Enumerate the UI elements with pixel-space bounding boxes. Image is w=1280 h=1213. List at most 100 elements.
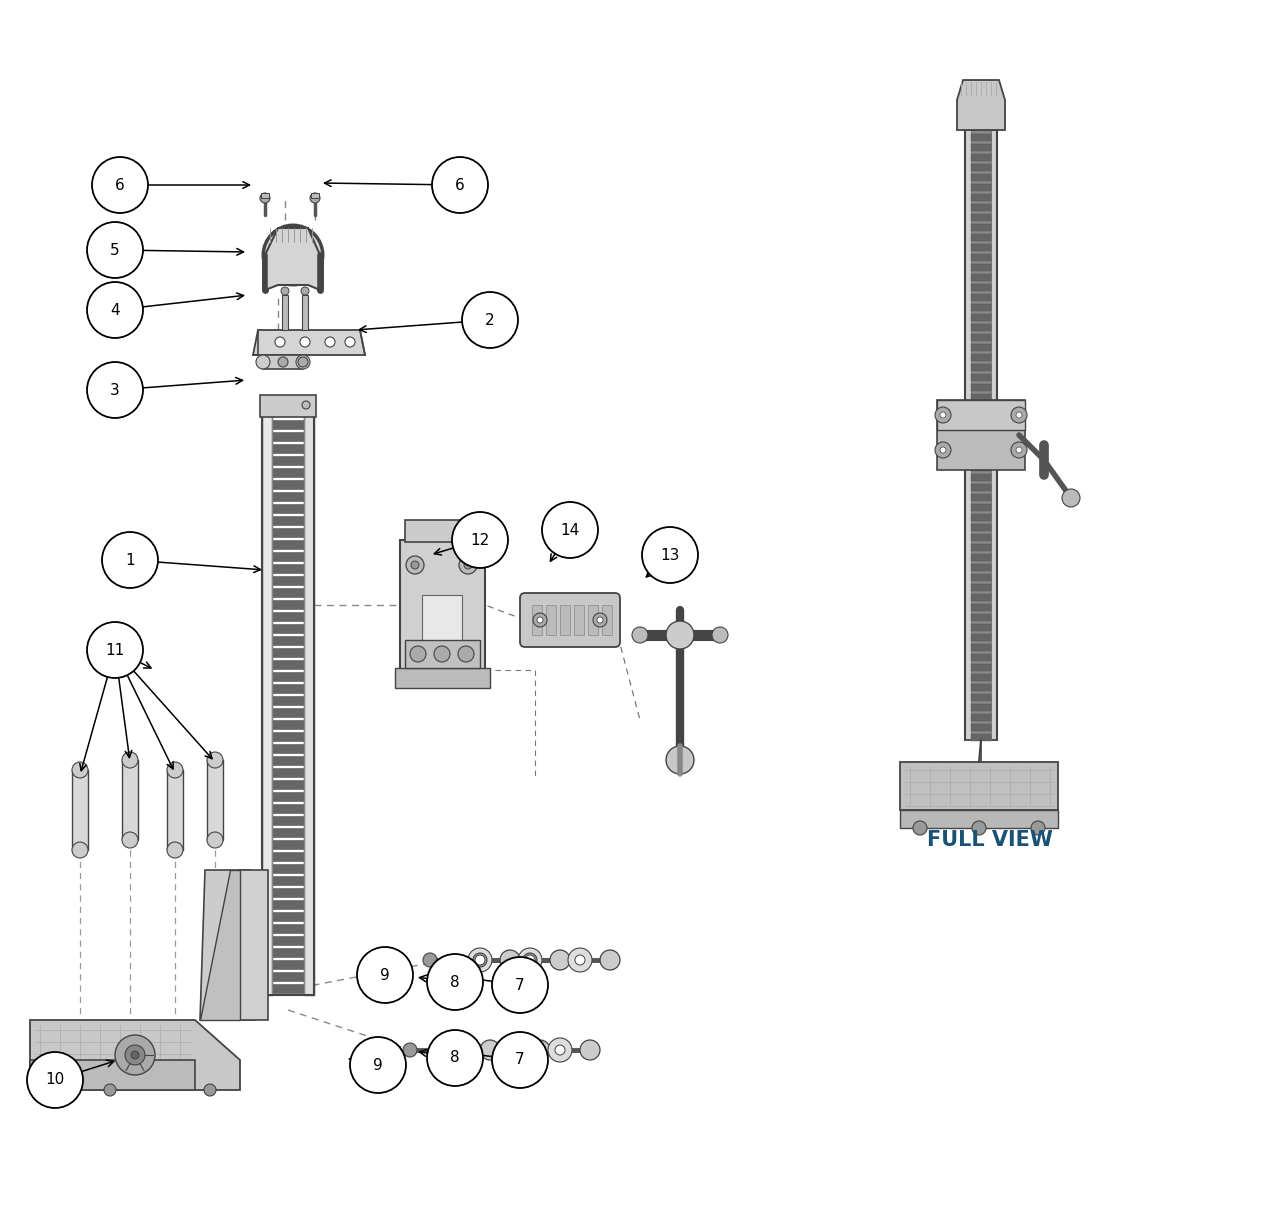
Bar xyxy=(273,936,305,945)
Bar xyxy=(972,494,991,501)
Bar xyxy=(273,828,305,837)
Circle shape xyxy=(492,957,548,1013)
Text: 2: 2 xyxy=(485,313,495,328)
Circle shape xyxy=(346,337,355,347)
Bar xyxy=(273,780,305,788)
Bar xyxy=(273,708,305,717)
Circle shape xyxy=(448,1038,472,1063)
Bar xyxy=(273,756,305,765)
Bar xyxy=(972,704,991,711)
Circle shape xyxy=(575,955,585,966)
Circle shape xyxy=(934,442,951,459)
Circle shape xyxy=(568,949,593,972)
Circle shape xyxy=(428,1030,483,1086)
Bar xyxy=(305,415,314,995)
Bar xyxy=(972,425,991,431)
Bar xyxy=(972,144,991,150)
Bar xyxy=(404,520,480,542)
Bar xyxy=(972,213,991,221)
Bar xyxy=(972,503,991,511)
Bar xyxy=(273,684,305,693)
Bar xyxy=(588,605,598,634)
Bar xyxy=(273,839,305,849)
Bar xyxy=(282,295,288,330)
Bar xyxy=(273,492,305,501)
Circle shape xyxy=(548,1038,572,1063)
Circle shape xyxy=(300,337,310,347)
Circle shape xyxy=(530,1040,550,1060)
Circle shape xyxy=(422,953,436,967)
Circle shape xyxy=(87,281,143,338)
Bar xyxy=(302,295,308,330)
Bar xyxy=(273,864,305,873)
Bar xyxy=(972,534,991,541)
Bar xyxy=(972,554,991,560)
Circle shape xyxy=(310,193,320,203)
Bar xyxy=(972,173,991,181)
Bar xyxy=(972,385,991,391)
Circle shape xyxy=(556,1046,564,1055)
Circle shape xyxy=(550,950,570,970)
Polygon shape xyxy=(200,870,255,1020)
FancyBboxPatch shape xyxy=(520,593,620,647)
Bar xyxy=(972,684,991,691)
Circle shape xyxy=(593,613,607,627)
Circle shape xyxy=(204,1084,216,1097)
Circle shape xyxy=(357,947,413,1003)
Bar xyxy=(532,605,541,634)
Bar xyxy=(972,444,991,451)
Circle shape xyxy=(532,613,547,627)
Bar xyxy=(273,876,305,885)
Text: 6: 6 xyxy=(456,177,465,193)
Circle shape xyxy=(166,842,183,858)
Circle shape xyxy=(296,355,310,369)
Bar xyxy=(972,394,991,402)
Circle shape xyxy=(104,1084,116,1097)
Bar xyxy=(273,696,305,705)
Bar xyxy=(273,564,305,573)
Bar xyxy=(972,294,991,301)
Bar xyxy=(273,912,305,921)
Bar xyxy=(260,395,316,417)
Circle shape xyxy=(1030,821,1044,835)
Bar xyxy=(273,888,305,896)
Bar xyxy=(273,852,305,861)
Bar xyxy=(972,644,991,651)
Text: 4: 4 xyxy=(110,302,120,318)
Bar xyxy=(972,514,991,522)
Circle shape xyxy=(596,617,603,623)
Bar xyxy=(273,576,305,585)
Circle shape xyxy=(498,1038,522,1063)
Circle shape xyxy=(453,1043,467,1057)
Bar xyxy=(972,374,991,381)
Bar xyxy=(273,949,305,957)
Bar xyxy=(273,480,305,489)
Bar xyxy=(900,762,1059,810)
Bar xyxy=(122,761,138,839)
Circle shape xyxy=(506,1046,515,1055)
Text: 1: 1 xyxy=(125,552,134,568)
Bar xyxy=(261,193,269,198)
Bar xyxy=(273,503,305,513)
Bar xyxy=(972,614,991,621)
Circle shape xyxy=(1062,489,1080,507)
Bar xyxy=(207,761,223,839)
Text: 3: 3 xyxy=(110,382,120,398)
Bar xyxy=(29,1060,195,1090)
Circle shape xyxy=(465,560,472,569)
Circle shape xyxy=(131,1050,140,1059)
Bar xyxy=(602,605,612,634)
Bar xyxy=(401,540,485,670)
Bar xyxy=(972,604,991,611)
Text: FULL VIEW: FULL VIEW xyxy=(927,830,1053,850)
Circle shape xyxy=(87,361,143,418)
Bar xyxy=(972,654,991,661)
Bar xyxy=(273,600,305,609)
Circle shape xyxy=(541,502,598,558)
Circle shape xyxy=(349,1037,406,1093)
Circle shape xyxy=(72,842,88,858)
Circle shape xyxy=(122,832,138,848)
Circle shape xyxy=(72,762,88,778)
Bar xyxy=(273,804,305,813)
Bar xyxy=(262,415,314,995)
